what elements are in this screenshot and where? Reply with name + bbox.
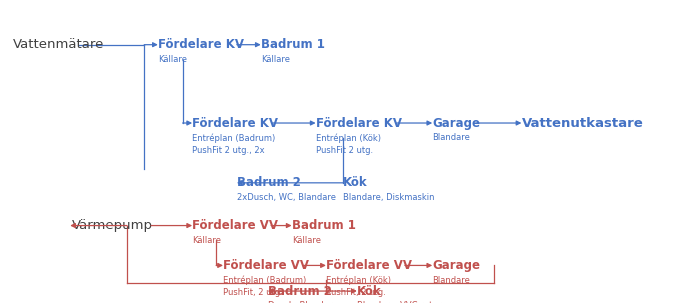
Text: Entréplan (Badrum): Entréplan (Badrum) [193, 133, 276, 143]
Text: Fördelare VV: Fördelare VV [193, 219, 278, 232]
Text: Kök: Kök [357, 285, 382, 298]
Text: Garage: Garage [433, 259, 480, 272]
Text: Badrum 1: Badrum 1 [261, 38, 325, 51]
Text: Vattenmätare: Vattenmätare [13, 38, 104, 51]
Text: Badrum 1: Badrum 1 [292, 219, 356, 232]
Text: Blandare, VVC-retur: Blandare, VVC-retur [357, 301, 441, 303]
Text: Källare: Källare [193, 236, 221, 245]
Text: Fördelare VV: Fördelare VV [326, 259, 412, 272]
Text: Badrum 2: Badrum 2 [237, 176, 301, 189]
Text: PushFit 2 utg.: PushFit 2 utg. [316, 145, 373, 155]
Text: Blandare: Blandare [433, 276, 470, 285]
Text: PushFit, 2 utg.: PushFit, 2 utg. [326, 288, 386, 297]
Text: 2xDusch, WC, Blandare: 2xDusch, WC, Blandare [237, 193, 336, 202]
Text: Värmepump: Värmepump [72, 219, 153, 232]
Text: Blandare, Diskmaskin: Blandare, Diskmaskin [343, 193, 435, 202]
Text: Källare: Källare [261, 55, 290, 64]
Text: Källare: Källare [292, 236, 321, 245]
Text: Fördelare KV: Fördelare KV [193, 117, 278, 129]
Text: Kök: Kök [343, 176, 368, 189]
Text: Vattenutkastare: Vattenutkastare [522, 117, 643, 129]
Text: Garage: Garage [433, 117, 480, 129]
Text: PushFit 2 utg., 2x: PushFit 2 utg., 2x [193, 145, 265, 155]
Text: PushFit, 2 utg.: PushFit, 2 utg. [223, 288, 283, 297]
Text: Fördelare VV: Fördelare VV [223, 259, 309, 272]
Text: Dusch, Blandare: Dusch, Blandare [267, 301, 337, 303]
Text: Entréplan (Kök): Entréplan (Kök) [326, 275, 391, 285]
Text: Fördelare KV: Fördelare KV [316, 117, 402, 129]
Text: Fördelare KV: Fördelare KV [158, 38, 244, 51]
Text: Källare: Källare [158, 55, 187, 64]
Text: Blandare: Blandare [433, 133, 470, 142]
Text: Badrum 2: Badrum 2 [267, 285, 332, 298]
Text: Entréplan (Badrum): Entréplan (Badrum) [223, 275, 307, 285]
Text: Entréplan (Kök): Entréplan (Kök) [316, 133, 381, 143]
